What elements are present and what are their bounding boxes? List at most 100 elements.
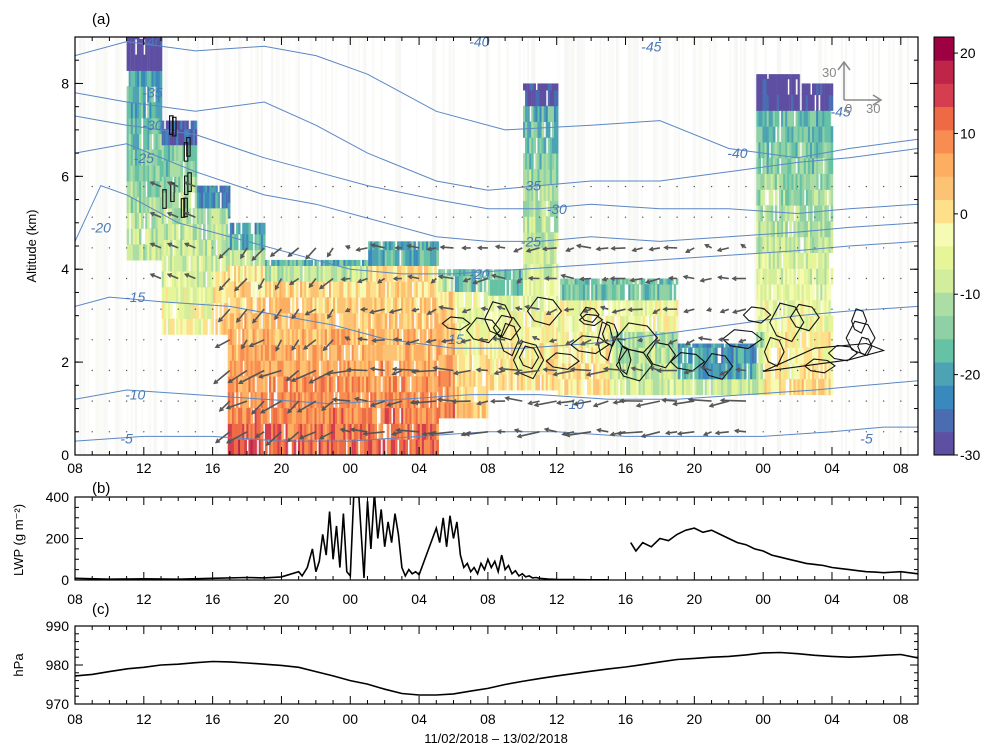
radar-reflectivity-cell [812, 378, 815, 396]
radar-reflectivity-cell [547, 326, 551, 344]
radar-reflectivity-cell [246, 265, 250, 282]
radar-reflectivity-cell [219, 223, 223, 240]
radar-reflectivity-cell [650, 331, 654, 348]
radar-reflectivity-cell [768, 347, 772, 364]
radar-reflectivity-cell [392, 312, 396, 330]
radar-reflectivity-cell [188, 302, 192, 319]
radar-reflectivity-cell [776, 110, 780, 127]
radar-reflectivity-cell [188, 286, 192, 304]
wind-arrow [251, 247, 265, 261]
wind-arrow-head [254, 433, 260, 438]
radar-reflectivity-cell [258, 328, 262, 345]
wind-arrow [701, 366, 712, 372]
radar-reflectivity-cell [308, 281, 311, 298]
wind-calm-dot [194, 308, 197, 310]
radar-reflectivity-cell [136, 228, 140, 245]
radar-reflectivity-cell [246, 222, 250, 235]
radar-reflectivity-cell [159, 70, 163, 87]
wind-arrow [372, 339, 385, 342]
radar-reflectivity-cell [479, 354, 483, 371]
radar-reflectivity-cell [167, 286, 171, 304]
radar-reflectivity-cell [818, 205, 821, 222]
x-tick-label: 04 [411, 591, 427, 607]
radar-reflectivity-cell [421, 360, 425, 377]
wind-calm-dot [143, 185, 145, 188]
radar-reflectivity-cell [155, 228, 159, 245]
radar-reflectivity-cell [768, 189, 772, 206]
radar-reflectivity-cell [636, 331, 640, 348]
radar-reflectivity-cell [366, 297, 369, 314]
radar-reflectivity-cell [646, 347, 650, 364]
radar-reflectivity-cell [527, 279, 530, 296]
radar-reflectivity-cell [139, 133, 142, 150]
wind-calm-dot [487, 216, 489, 218]
wind-calm-dot [143, 431, 145, 433]
radar-reflectivity-cell [632, 299, 636, 317]
radar-reflectivity-cell [250, 439, 254, 455]
radar-reflectivity-cell [169, 160, 173, 177]
radar-reflectivity-cell [397, 328, 400, 345]
wind-calm-dot [659, 185, 661, 188]
radar-reflectivity-cell [421, 328, 425, 345]
radar-reflectivity-cell [190, 302, 194, 319]
radar-reflectivity-cell [229, 376, 233, 393]
radar-reflectivity-cell [799, 315, 803, 332]
wind-arrow [407, 244, 420, 249]
wind-calm-dot [796, 216, 799, 218]
radar-reflectivity-cell [661, 347, 664, 364]
radar-reflectivity-cell [132, 180, 136, 198]
wind-arrow-head [672, 401, 678, 407]
radar-reflectivity-cell [479, 269, 483, 277]
radar-reflectivity-cell [169, 255, 173, 272]
wind-arrow [370, 400, 385, 407]
wind-arrow [631, 367, 643, 372]
radar-reflectivity-cell [159, 180, 163, 198]
radar-reflectivity-cell [700, 343, 704, 348]
wind-arrow-head [560, 273, 566, 279]
wind-calm-dot [865, 369, 868, 372]
radar-reflectivity-cell [717, 343, 720, 348]
wind-arrow [492, 337, 506, 341]
radar-reflectivity-cell [572, 299, 576, 317]
radar-reflectivity-cell [731, 347, 735, 364]
wind-arrow-head [395, 427, 401, 433]
radar-reflectivity-cell [632, 331, 636, 348]
wind-arrow-head [472, 279, 478, 285]
radar-reflectivity-cell [580, 284, 584, 301]
wind-calm-dot [745, 185, 747, 188]
radar-reflectivity-cell [392, 249, 396, 267]
radar-reflectivity-cell [684, 343, 687, 348]
radar-reflectivity-cell [574, 284, 578, 301]
radar-reflectivity-cell [190, 128, 194, 146]
radar-reflectivity-cell [551, 137, 555, 154]
radar-reflectivity-cell [285, 312, 289, 330]
radar-reflectivity-cell [324, 281, 328, 298]
radar-reflectivity-cell [593, 284, 596, 301]
radar-reflectivity-cell [801, 110, 805, 127]
radar-reflectivity-cell [345, 281, 349, 298]
radar-reflectivity-cell [675, 299, 679, 317]
radar-reflectivity-cell [816, 236, 819, 253]
wind-calm-dot [332, 216, 334, 218]
radar-reflectivity-cell [783, 378, 786, 396]
radar-reflectivity-cell [331, 439, 334, 455]
radar-reflectivity-cell [471, 323, 475, 340]
radar-reflectivity-cell [281, 360, 285, 377]
radar-reflectivity-cell [132, 244, 136, 261]
radar-reflectivity-cell [343, 407, 347, 424]
radar-background-cell [599, 37, 602, 455]
radar-reflectivity-cell [149, 165, 152, 182]
radar-reflectivity-cell [289, 391, 293, 409]
radar-reflectivity-cell [283, 259, 287, 266]
radar-reflectivity-cell [353, 312, 357, 330]
radar-reflectivity-cell [725, 378, 728, 396]
radar-reflectivity-cell [167, 192, 171, 209]
radar-reflectivity-cell [436, 344, 439, 361]
wind-arrow-head [428, 431, 434, 437]
radar-reflectivity-cell [444, 275, 448, 293]
wind-arrow-head [391, 371, 397, 376]
radar-reflectivity-cell [403, 439, 406, 455]
radar-reflectivity-cell [797, 236, 801, 253]
radar-reflectivity-cell [372, 407, 375, 424]
